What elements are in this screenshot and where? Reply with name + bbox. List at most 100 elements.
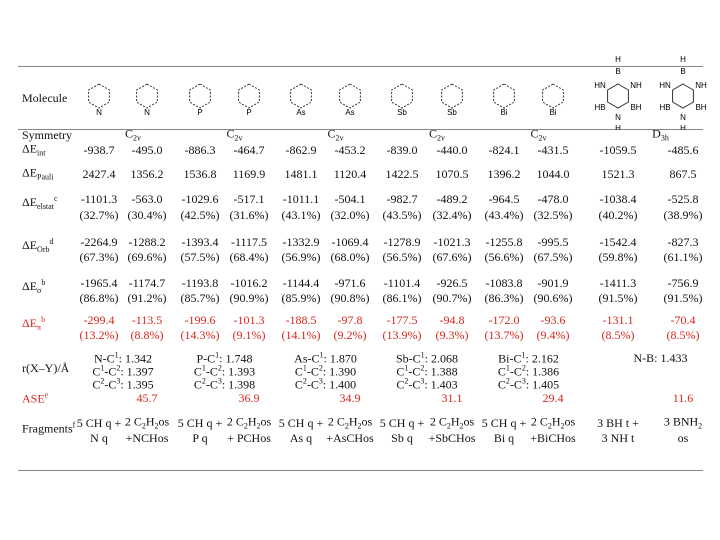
energy-percent: (67.3%) [79, 250, 119, 264]
fragment: 5 CH q + [279, 417, 323, 429]
text-part: + PCHos [227, 431, 271, 445]
subscript: 2 [344, 421, 349, 431]
text-part: 5 CH q + [76, 416, 122, 430]
rule-top [18, 66, 703, 67]
energy-value: -113.5 [131, 313, 163, 327]
text-part: -C [104, 377, 117, 392]
fragment: +BiCHos [530, 432, 575, 444]
superscript: 1 [404, 363, 409, 373]
superscript: 1 [201, 363, 206, 373]
energy-value: 1169.9 [232, 167, 266, 181]
energy-value: -1016.2 [230, 276, 268, 290]
text-part: D [652, 126, 661, 141]
text-part: C [92, 364, 101, 379]
text-part: +AsCHos [326, 431, 374, 445]
energy-value: -1965.4 [80, 276, 118, 290]
text-part: C [396, 364, 405, 379]
energy-value: -824.1 [488, 143, 520, 157]
text-part: P q [192, 431, 208, 445]
text-part: C [327, 126, 336, 141]
row-label: ΔEσb [22, 278, 45, 294]
energy-value: -1101.3 [80, 192, 118, 206]
superscript: 3 [420, 376, 425, 386]
text-part: As-C [294, 351, 320, 366]
bond-length: C1-C2: 1.388 [396, 363, 458, 379]
atom-label: N [680, 113, 686, 122]
energy-value: -431.5 [537, 143, 569, 157]
energy-percent: (32.7%) [79, 208, 119, 222]
bond-length: C2-C3: 1.395 [92, 377, 153, 392]
text-part: : 1.400 [322, 377, 357, 392]
energy-percent: (38.9%) [663, 208, 703, 222]
energy-value: 1070.5 [435, 167, 469, 181]
superscript: 1 [100, 363, 105, 373]
text-part: 2 C [327, 414, 345, 429]
ring [238, 83, 260, 109]
superscript: 3 [318, 376, 323, 386]
energy-value: 1481.1 [284, 167, 318, 181]
row-label: Symmetry [22, 128, 72, 142]
energy-value: -1332.9 [282, 235, 320, 249]
text-part: : 1.386 [525, 364, 560, 379]
row-label: r(X–Y)/Å [22, 361, 70, 375]
energy-percent: (90.8%) [330, 291, 370, 305]
energy-value: -1542.4 [599, 235, 637, 249]
symmetry: D3h [652, 127, 669, 142]
energy-value: -926.5 [436, 276, 468, 290]
text-part: +SbCHos [428, 431, 476, 445]
atom-label: Bi [500, 108, 507, 117]
fragment: P q [192, 432, 207, 444]
atom-label: HB [594, 103, 605, 112]
energy-percent: (57.5%) [180, 250, 220, 264]
text-part: H [551, 414, 561, 429]
text-part: -C [104, 364, 117, 379]
energy-percent: (8.8%) [130, 328, 164, 342]
text-part: ΔE [22, 278, 38, 293]
text-part: : 1.393 [221, 364, 256, 379]
subscript: 2v [437, 133, 446, 143]
energy-value: 1422.5 [385, 167, 419, 181]
fragment: Sb q [391, 432, 413, 444]
subscript: 2v [234, 133, 243, 143]
ase-value: 36.9 [238, 391, 260, 405]
energy-value: -485.6 [667, 143, 699, 157]
text-part: -C [205, 377, 218, 392]
energy-percent: (9.2%) [333, 328, 367, 342]
atom-label: H [615, 124, 621, 130]
energy-percent: (86.8%) [79, 291, 119, 305]
bond-length: C2-C3: 1.405 [498, 376, 559, 391]
subscript: σ [37, 285, 42, 295]
ring [441, 83, 463, 109]
energy-value: -453.2 [334, 143, 366, 157]
subscript: 2 [560, 421, 565, 431]
energy-value: -563.0 [131, 192, 163, 206]
superscript: 1 [114, 350, 119, 360]
atom-label: P [197, 108, 202, 117]
fragment: N q [90, 432, 108, 444]
energy-value: -1278.9 [383, 235, 421, 249]
text-part: C [428, 126, 438, 141]
bond-length: C1-C2: 1.390 [295, 364, 356, 378]
energy-percent: (13.9%) [382, 328, 422, 342]
energy-value: -101.3 [233, 313, 265, 327]
bond-length: N-C1: 1.342 [94, 350, 152, 365]
atom-label: HN [594, 81, 606, 90]
text-part: : 1.388 [424, 364, 458, 379]
superscript: d [49, 236, 54, 246]
bond-length: As-C1: 1.870 [294, 351, 357, 366]
rule-header [18, 129, 703, 130]
energy-value: -131.1 [602, 313, 634, 327]
energy-value: -97.8 [337, 313, 363, 327]
energy-percent: (9.4%) [536, 328, 570, 342]
subscript: Orb [37, 244, 50, 254]
atom-label: HN [659, 81, 671, 90]
text-part: C [193, 364, 202, 379]
fragment: 2 C2H2os [531, 415, 575, 430]
text-part: 5 CH q + [278, 416, 324, 430]
row-label: ΔEelstatc [22, 194, 58, 211]
text-part: H [348, 414, 358, 429]
energy-percent: (13.7%) [484, 328, 524, 342]
energy-value: -964.5 [488, 192, 520, 206]
superscript: 2 [505, 376, 510, 386]
text-part: 2 C [226, 414, 244, 429]
